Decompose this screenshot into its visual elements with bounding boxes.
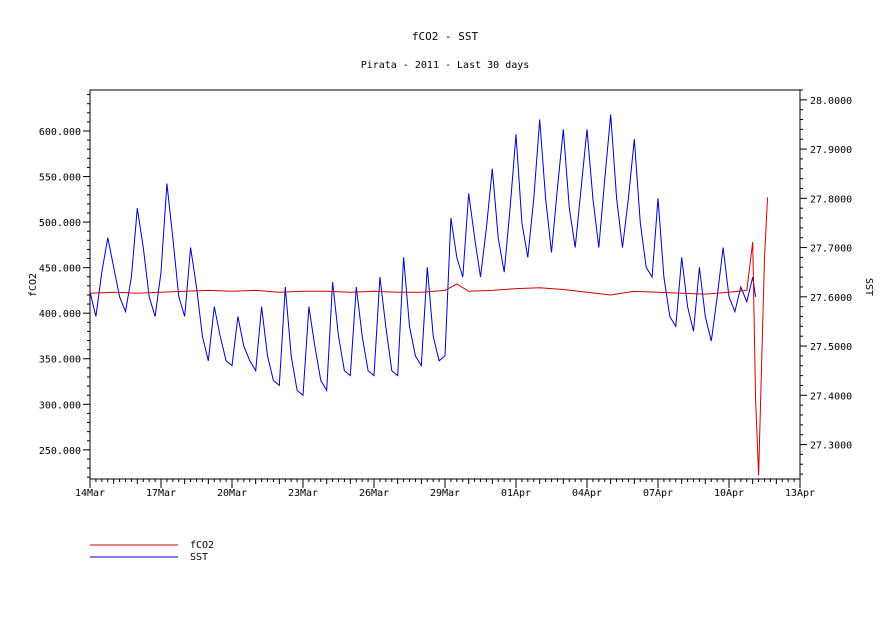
y-left-tick-label: 400.000	[39, 309, 81, 320]
series-line-fco2	[89, 197, 768, 476]
y-right-tick-label: 28.0000	[810, 96, 852, 107]
series-layer	[89, 114, 768, 476]
y-axis-right: 27.3000 27.4000 27.5000 27.6000 27.7000 27.80…	[800, 89, 852, 475]
x-tick-label: 23Mar	[288, 488, 318, 499]
y-axis-left-label: fCO2	[28, 273, 39, 297]
legend: fCO2 SST	[90, 540, 214, 563]
y-right-tick-label: 27.3000	[810, 441, 852, 452]
y-left-tick-label: 350.000	[39, 355, 81, 366]
y-axis-right-label: SST	[863, 278, 874, 296]
y-right-tick-label: 27.7000	[810, 244, 852, 255]
x-tick-label: 29Mar	[430, 488, 460, 499]
x-tick-label: 20Mar	[217, 488, 247, 499]
x-tick-label: 26Mar	[359, 488, 389, 499]
y-left-tick-label: 550.000	[39, 173, 81, 184]
x-axis: 14Mar 17Mar 20Mar 23Mar 26Mar 29Mar 01Apr 04Apr…	[75, 479, 815, 499]
x-tick-label: 17Mar	[146, 488, 176, 499]
y-left-tick-label: 600.000	[39, 127, 81, 138]
y-left-tick-label: 300.000	[39, 400, 81, 411]
y-axis-left: 250.000 300.000 350.000 400.000 450.000 500.0…	[39, 94, 90, 478]
x-tick-label: 14Mar	[75, 488, 105, 499]
y-right-tick-label: 27.8000	[810, 194, 852, 205]
y-right-tick-label: 27.9000	[810, 145, 852, 156]
chart-subtitle: Pirata - 2011 - Last 30 days	[361, 60, 530, 71]
y-left-tick-label: 450.000	[39, 264, 81, 275]
x-tick-label: 10Apr	[714, 488, 744, 499]
y-right-tick-label: 27.4000	[810, 391, 852, 402]
series-line-sst	[89, 114, 757, 397]
x-tick-label: 07Apr	[643, 488, 673, 499]
chart-title: fCO2 - SST	[412, 30, 479, 43]
legend-label-fco2: fCO2	[190, 540, 214, 551]
x-tick-label: 01Apr	[501, 488, 531, 499]
y-left-tick-label: 500.000	[39, 218, 81, 229]
x-tick-label: 13Apr	[785, 488, 815, 499]
legend-label-sst: SST	[190, 552, 208, 563]
y-left-tick-label: 250.000	[39, 446, 81, 457]
y-right-tick-label: 27.6000	[810, 293, 852, 304]
y-right-tick-label: 27.5000	[810, 342, 852, 353]
x-tick-label: 04Apr	[572, 488, 602, 499]
